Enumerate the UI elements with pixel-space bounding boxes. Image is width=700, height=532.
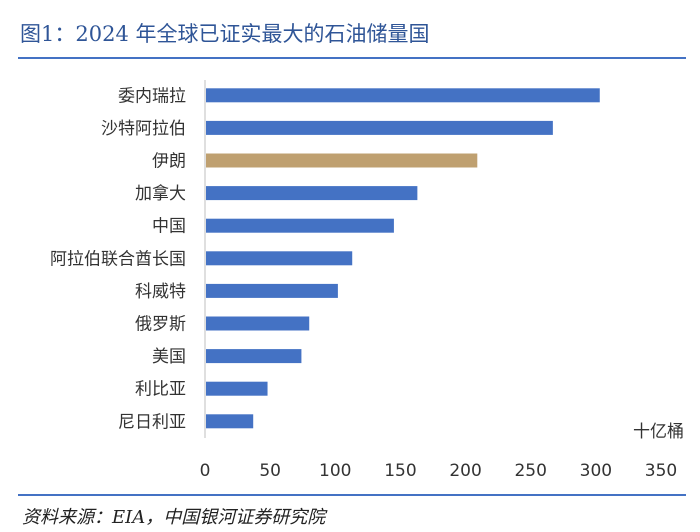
category-label-3: 加拿大: [135, 183, 186, 204]
x-tick-0: 0: [200, 461, 211, 481]
bars-group: [206, 88, 600, 429]
top-rule: [18, 57, 686, 59]
x-tick-labels: 0 50 100 150 200 250 300 350: [200, 461, 678, 481]
category-label-9: 利比亚: [135, 380, 186, 400]
bar-1: [206, 120, 553, 135]
x-tick-2: 100: [319, 461, 351, 481]
bar-10: [206, 414, 254, 429]
category-label-5: 阿拉伯联合酋长国: [50, 249, 186, 269]
x-tick-4: 200: [449, 461, 481, 481]
category-label-4: 中国: [152, 217, 186, 237]
category-label-1: 沙特阿拉伯: [101, 119, 186, 139]
bar-9: [206, 381, 268, 396]
x-tick-5: 250: [514, 461, 546, 481]
source-note: 资料来源：EIA，中国银河证券研究院: [22, 507, 326, 528]
x-tick-3: 150: [384, 461, 416, 481]
bar-3: [206, 186, 418, 201]
bar-6: [206, 283, 338, 298]
bar-2: [206, 153, 478, 168]
bar-5: [206, 251, 353, 266]
bottom-rule: [18, 494, 686, 496]
category-label-6: 科威特: [135, 282, 186, 302]
x-tick-1: 50: [259, 461, 281, 481]
bar-8: [206, 349, 302, 364]
category-label-8: 美国: [152, 347, 186, 367]
category-label-7: 俄罗斯: [135, 315, 186, 335]
bar-4: [206, 218, 394, 233]
x-tick-6: 300: [580, 461, 612, 481]
bar-7: [206, 316, 310, 331]
chart-title: 图1：2024 年全球已证实最大的石油储量国: [20, 22, 430, 46]
unit-label: 十亿桶: [633, 422, 684, 442]
x-tick-7: 350: [645, 461, 677, 481]
bar-0: [206, 88, 600, 103]
category-label-2: 伊朗: [152, 152, 186, 172]
category-label-10: 尼日利亚: [118, 412, 186, 432]
category-label-0: 委内瑞拉: [118, 86, 186, 106]
